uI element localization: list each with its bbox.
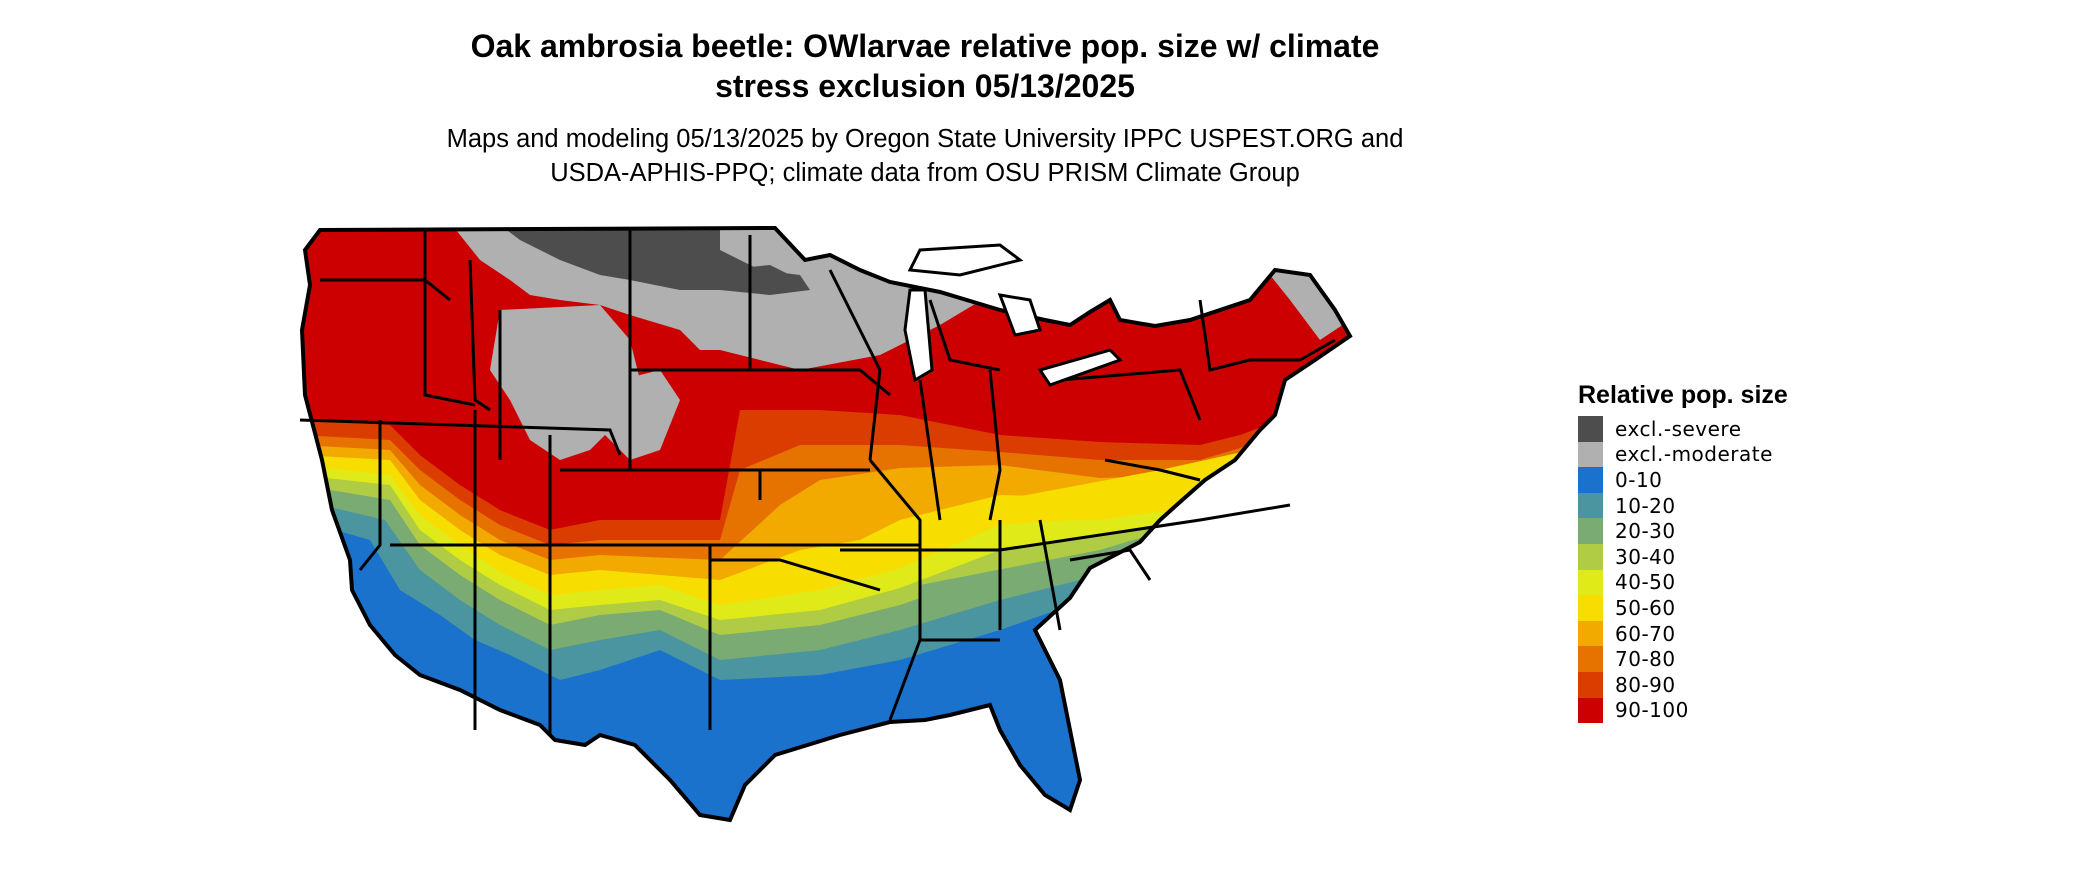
border-tn-ky — [999, 503, 1291, 552]
legend-swatch — [1578, 620, 1603, 647]
legend-label: 20-30 — [1615, 519, 1676, 544]
border-ca-nv — [358, 420, 382, 571]
us-outline — [300, 225, 1353, 823]
legend-label: 80-90 — [1615, 672, 1676, 697]
legend-item: 90-100 — [1578, 697, 1788, 724]
map-subtitle-line-2: USDA-APHIS-PPQ; climate data from OSU PR… — [550, 159, 1300, 187]
border-new-england — [1250, 338, 1336, 362]
legend-item: 30-40 — [1578, 543, 1788, 570]
legend-label: excl.-severe — [1615, 416, 1742, 441]
map-title: Oak ambrosia beetle: OWlarvae relative p… — [300, 26, 1550, 106]
legend-label: excl.-moderate — [1615, 442, 1773, 467]
zone-excl-severe-wisconsin — [720, 265, 800, 295]
border-il-in — [918, 379, 942, 521]
map-title-line-2: stress exclusion 05/13/2025 — [715, 68, 1135, 104]
map-subtitle-line-1: Maps and modeling 05/13/2025 by Oregon S… — [446, 125, 1404, 153]
lake-superior — [907, 243, 1024, 277]
legend-item: 20-30 — [1578, 518, 1788, 544]
lake-michigan — [903, 288, 934, 383]
legend-swatch — [1578, 416, 1603, 442]
zone-excl-moderate-colorado — [600, 370, 680, 460]
legend-label: 10-20 — [1615, 493, 1676, 518]
legend-item: 0-10 — [1578, 467, 1788, 493]
legend-swatch — [1578, 543, 1603, 570]
legend-item: 10-20 — [1578, 492, 1788, 519]
legend-swatch — [1578, 671, 1603, 698]
border-mi — [928, 299, 1001, 372]
zone-50-60-east — [1000, 448, 1290, 520]
border-in-oh — [988, 369, 1002, 521]
zone-excl-severe-maine — [1350, 220, 1390, 270]
zone-excl-moderate-wyoming — [490, 305, 640, 460]
lake-huron — [997, 293, 1042, 337]
great-lakes — [903, 243, 1123, 387]
legend-item: 50-60 — [1578, 595, 1788, 621]
legend-rows: excl.-severe excl.-moderate 0-10 10-20 20-30… — [1578, 416, 1788, 724]
border-ny-vt — [1198, 299, 1251, 372]
border-al-ga — [1038, 519, 1062, 631]
legend-label: 0-10 — [1615, 467, 1663, 492]
legend-swatch — [1578, 441, 1603, 468]
legend-label: 90-100 — [1615, 698, 1689, 723]
legend-item: excl.-severe — [1578, 416, 1788, 442]
legend-label: 50-60 — [1615, 595, 1676, 620]
legend-swatch — [1578, 595, 1603, 621]
legend-swatch — [1578, 697, 1603, 724]
border-or-south — [300, 418, 622, 456]
map-subtitle: Maps and modeling 05/13/2025 by Oregon S… — [300, 122, 1550, 190]
border-va-nc — [1104, 458, 1201, 482]
border-wi-ia — [828, 269, 882, 461]
border-mo-ar — [868, 459, 922, 721]
border-id-west — [423, 230, 476, 407]
border-nd-sd — [628, 230, 891, 397]
us-map — [300, 220, 1390, 823]
state-borders — [300, 230, 1336, 735]
legend-swatch — [1578, 646, 1603, 672]
border-sc — [1069, 548, 1152, 581]
border-mt-id — [468, 259, 491, 412]
lake-erie — [1037, 348, 1123, 387]
legend-title: Relative pop. size — [1578, 381, 1788, 409]
map-title-line-1: Oak ambrosia beetle: OWlarvae relative p… — [470, 28, 1380, 64]
legend-swatch — [1578, 518, 1603, 544]
legend-swatch — [1578, 569, 1603, 596]
legend-swatch — [1578, 467, 1603, 493]
legend-item: 40-50 — [1578, 569, 1788, 596]
legend-item: 60-70 — [1578, 620, 1788, 647]
legend-label: 60-70 — [1615, 621, 1676, 646]
legend-label: 30-40 — [1615, 544, 1676, 569]
legend-item: excl.-moderate — [1578, 441, 1788, 468]
legend: Relative pop. size excl.-severe excl.-mod… — [1578, 380, 1788, 724]
legend-label: 40-50 — [1615, 570, 1676, 595]
legend-label: 70-80 — [1615, 647, 1676, 672]
border-ok-tx — [710, 558, 881, 592]
legend-item: 80-90 — [1578, 671, 1788, 698]
legend-item: 70-80 — [1578, 646, 1788, 672]
legend-swatch — [1578, 492, 1603, 519]
border-pa — [1059, 368, 1202, 421]
